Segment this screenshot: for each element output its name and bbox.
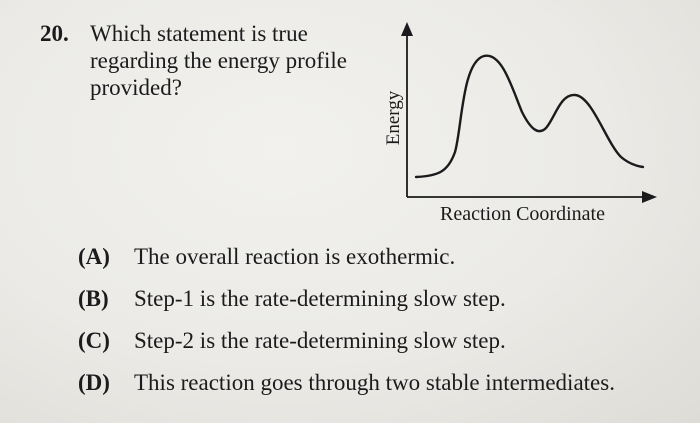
choice-letter: (D)	[78, 370, 110, 395]
choice-text: This reaction goes through two stable in…	[134, 370, 615, 395]
answer-choice-c[interactable]: (C) Step-2 is the rate-determining slow …	[78, 328, 615, 370]
choice-letter: (A)	[78, 244, 110, 269]
y-axis-label-text: Energy	[383, 90, 404, 146]
answer-choices: (A) The overall reaction is exothermic. …	[78, 244, 615, 412]
answer-choice-d[interactable]: (D) This reaction goes through two stabl…	[78, 370, 615, 412]
x-axis	[407, 191, 657, 203]
answer-choice-b[interactable]: (B) Step-1 is the rate-determining slow …	[78, 286, 615, 328]
question-number: 20.	[40, 21, 69, 46]
question-stem-line: regarding the energy profile	[90, 48, 347, 73]
answer-choice-a[interactable]: (A) The overall reaction is exothermic.	[78, 244, 615, 286]
choice-text: The overall reaction is exothermic.	[134, 244, 456, 269]
energy-curve	[414, 54, 645, 179]
energy-profile-diagram	[401, 22, 657, 203]
choice-letter: (B)	[78, 286, 109, 311]
question-stem: Which statement is true regarding the en…	[90, 20, 390, 101]
choice-text: Step-1 is the rate-determining slow step…	[134, 286, 506, 311]
question-stem-line: Which statement is true	[90, 21, 308, 46]
choice-letter: (C)	[78, 328, 110, 353]
y-axis	[401, 22, 413, 197]
choice-text: Step-2 is the rate-determining slow step…	[134, 328, 506, 353]
x-axis-label: Reaction Coordinate	[440, 203, 605, 225]
question-stem-line: provided?	[90, 75, 182, 100]
